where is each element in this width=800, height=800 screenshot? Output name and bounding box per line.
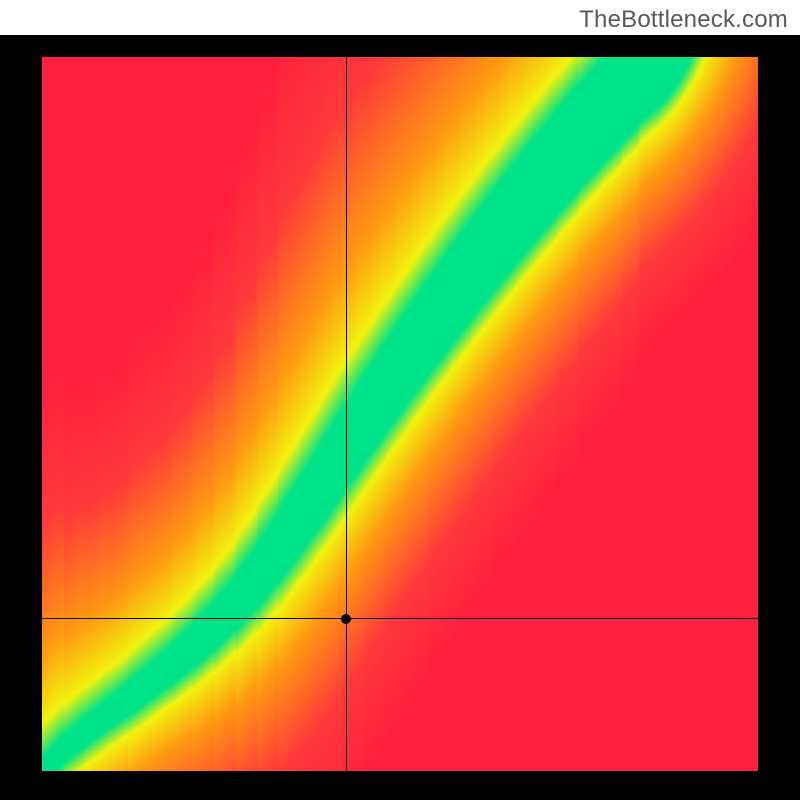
crosshair-vertical bbox=[346, 57, 347, 771]
crosshair-horizontal bbox=[42, 618, 758, 619]
heatmap-plot bbox=[42, 57, 758, 771]
chart-frame bbox=[0, 35, 800, 800]
marker-dot bbox=[341, 614, 351, 624]
chart-container: TheBottleneck.com bbox=[0, 0, 800, 800]
watermark-text: TheBottleneck.com bbox=[579, 6, 788, 34]
heatmap-canvas bbox=[42, 57, 758, 771]
